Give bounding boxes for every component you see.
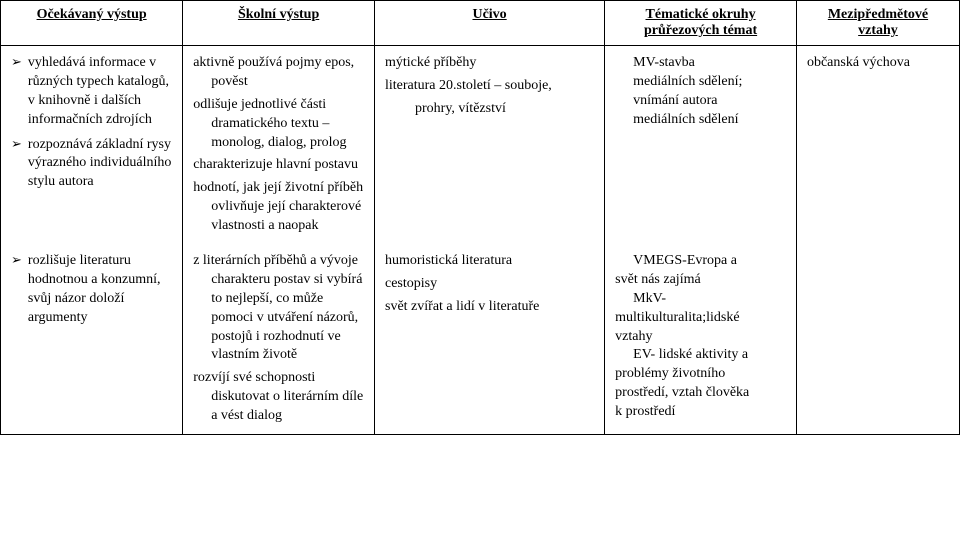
header-school-output: Školní výstup [183,1,375,46]
cell-r2-c2: z literárních příběhů a vývoje charakter… [183,244,375,435]
line: EV- lidské aktivity a [633,346,786,365]
header-cross-subject-line2: vztahy [805,23,951,39]
line: humoristická literatura [385,252,594,271]
topic-block: MkV- [615,290,786,309]
line: svět nás zajímá [615,271,786,290]
cell-r2-c3: humoristická literatura cestopisy svět z… [375,244,605,435]
topic-block: VMEGS-Evropa a [615,252,786,271]
header-topic-areas-line1: Tématické okruhy [613,7,788,23]
line: občanská výchova [807,54,949,73]
paragraph: hodnotí, jak její životní příběh ovlivňu… [193,179,364,236]
line: MkV- [633,290,786,309]
line: prostředí, vztah člověka [615,384,786,403]
cell-r1-c4: MV-stavba mediálních sdělení; vnímání au… [605,46,797,245]
header-topic-areas-line2: průřezových témat [613,23,788,39]
table-row: ➢ vyhledává informace v různých typech k… [1,46,960,245]
table-row: ➢ rozlišuje literaturu hodnotnou a konzu… [1,244,960,435]
cell-r1-c3: mýtické příběhy literatura 20.století – … [375,46,605,245]
topic-block: EV- lidské aktivity a [615,346,786,365]
paragraph: charakterizuje hlavní postavu [193,156,364,175]
topic-block: MV-stavba mediálních sdělení; vnímání au… [615,54,786,130]
header-cross-subject: Mezipředmětové vztahy [796,1,959,46]
curriculum-table: Očekávaný výstup Školní výstup Učivo Tém… [0,0,960,435]
line: prohry, vítězství [385,100,594,119]
line: mýtické příběhy [385,54,594,73]
line: vztahy [615,328,786,347]
list-item: ➢ rozpoznává základní rysy výrazného ind… [11,136,172,193]
line: vnímání autora [633,92,786,111]
bullet-text: vyhledává informace v různých typech kat… [28,54,172,130]
paragraph: z literárních příběhů a vývoje charakter… [193,252,364,365]
line: k prostředí [615,403,786,422]
cell-r1-c5: občanská výchova [796,46,959,245]
bullet-arrow-icon: ➢ [11,54,22,130]
paragraph: aktivně používá pojmy epos, pověst [193,54,364,92]
cell-r2-c5 [796,244,959,435]
header-topic-areas: Tématické okruhy průřezových témat [605,1,797,46]
header-expected-output: Očekávaný výstup [1,1,183,46]
line: multikulturalita;lidské [615,309,786,328]
paragraph: odlišuje jednotlivé části dramatického t… [193,96,364,153]
line: svět zvířat a lidí v literatuře [385,298,594,317]
header-row: Očekávaný výstup Školní výstup Učivo Tém… [1,1,960,46]
cell-r1-c2: aktivně používá pojmy epos, pověst odliš… [183,46,375,245]
line: mediálních sdělení; [633,73,786,92]
line: mediálních sdělení [633,111,786,130]
bullet-text: rozpoznává základní rysy výrazného indiv… [28,136,172,193]
bullet-arrow-icon: ➢ [11,136,22,193]
line: cestopisy [385,275,594,294]
cell-r1-c1: ➢ vyhledává informace v různých typech k… [1,46,183,245]
cell-r2-c1: ➢ rozlišuje literaturu hodnotnou a konzu… [1,244,183,435]
header-subject-matter: Učivo [375,1,605,46]
line: MV-stavba [633,54,786,73]
list-item: ➢ vyhledává informace v různých typech k… [11,54,172,130]
header-cross-subject-line1: Mezipředmětové [805,7,951,23]
bullet-arrow-icon: ➢ [11,252,22,328]
line: problémy životního [615,365,786,384]
list-item: ➢ rozlišuje literaturu hodnotnou a konzu… [11,252,172,328]
line: VMEGS-Evropa a [633,252,786,271]
line: literatura 20.století – souboje, [385,77,594,96]
bullet-text: rozlišuje literaturu hodnotnou a konzumn… [28,252,172,328]
paragraph: rozvíjí své schopnosti diskutovat o lite… [193,369,364,426]
cell-r2-c4: VMEGS-Evropa a svět nás zajímá MkV- mult… [605,244,797,435]
